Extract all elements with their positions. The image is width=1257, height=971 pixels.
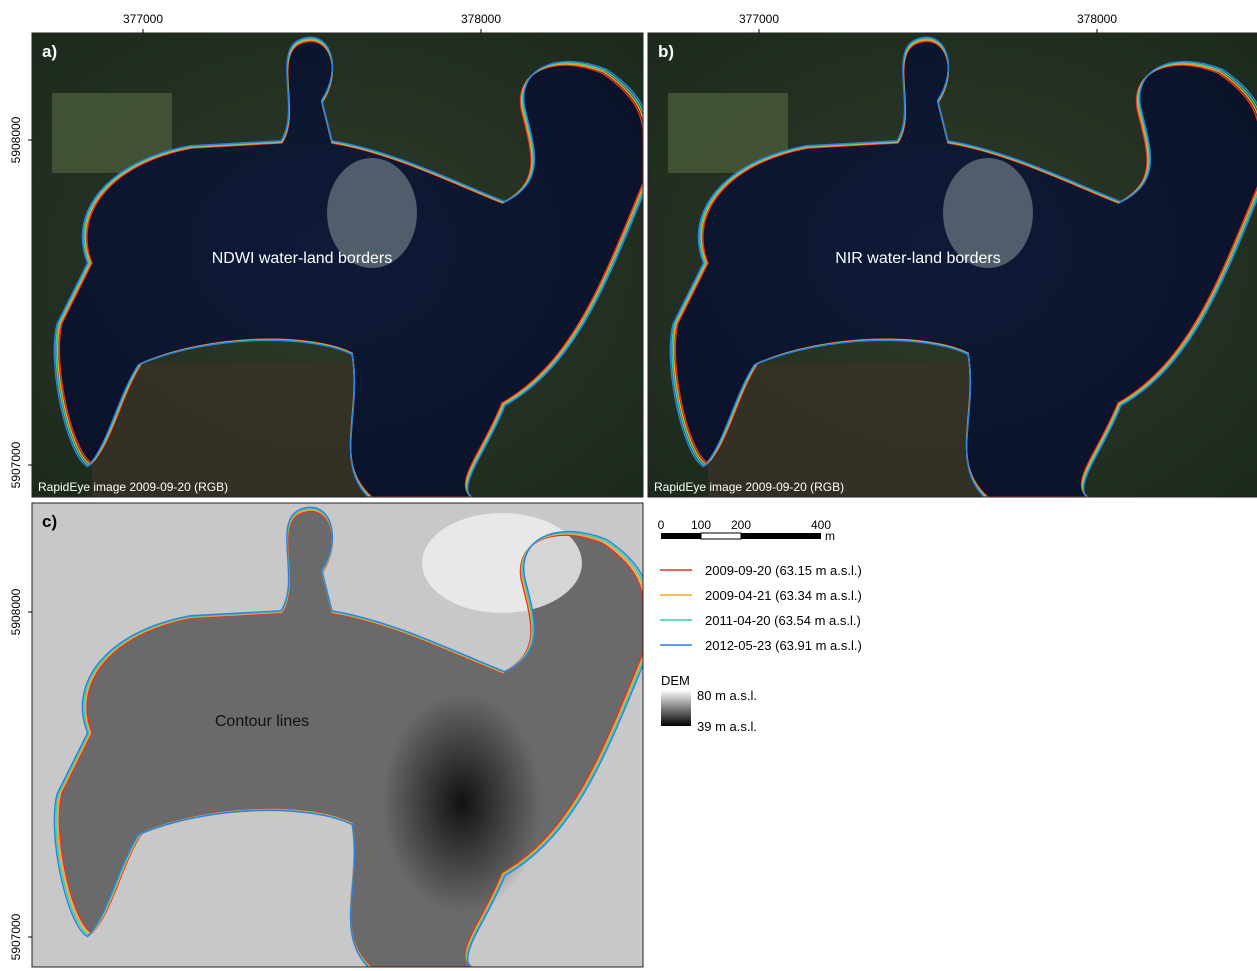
legend-label: 2011-04-20 (63.54 m a.s.l.) [705, 613, 861, 628]
y-tick-label: 5908000 [9, 116, 23, 163]
map-panel: b) NIR water-land borders RapidEye image 2… [648, 12, 1257, 503]
scale-unit: m [825, 529, 835, 543]
scale-seg [701, 533, 741, 539]
dem-ramp [661, 690, 691, 726]
map-content [648, 33, 1257, 503]
image-source: RapidEye image 2009-09-20 (RGB) [654, 480, 844, 494]
x-tick-label: 378000 [1077, 12, 1117, 26]
figure: a) NDWI water-land borders RapidEye image … [0, 0, 1257, 971]
y-tick-label: 5907000 [9, 913, 23, 960]
dem-high: 80 m a.s.l. [697, 688, 757, 703]
x-tick-label: 378000 [461, 12, 501, 26]
map-panel: c) Contour lines 5908000 5907000 [9, 503, 649, 971]
dem-title: DEM [661, 673, 690, 688]
legend-label: 2009-04-21 (63.34 m a.s.l.) [705, 588, 862, 603]
x-tick-label: 377000 [123, 12, 163, 26]
map-caption: NDWI water-land borders [212, 250, 393, 267]
legend-label: 2012-05-23 (63.91 m a.s.l.) [705, 638, 862, 653]
y-tick-label: 5908000 [9, 588, 23, 635]
scale-seg [741, 533, 821, 539]
panel-label: c) [42, 512, 57, 531]
map-caption: NIR water-land borders [835, 250, 1000, 267]
map-caption: Contour lines [215, 713, 309, 730]
dem-low: 39 m a.s.l. [697, 719, 757, 734]
dem-deep [382, 693, 542, 913]
map-content [32, 33, 649, 503]
map-content [32, 503, 649, 971]
scale-label: 100 [691, 518, 711, 532]
panel-label: b) [658, 42, 674, 61]
map-panel: a) NDWI water-land borders RapidEye image … [9, 12, 649, 503]
x-tick-label: 377000 [739, 12, 779, 26]
y-tick-label: 5907000 [9, 441, 23, 488]
dem-high [422, 513, 582, 613]
panel-label: a) [42, 42, 57, 61]
scale-seg [661, 533, 701, 539]
scale-label: 0 [658, 518, 665, 532]
image-source: RapidEye image 2009-09-20 (RGB) [38, 480, 228, 494]
legend-label: 2009-09-20 (63.15 m a.s.l.) [705, 563, 862, 578]
scale-label: 200 [731, 518, 751, 532]
